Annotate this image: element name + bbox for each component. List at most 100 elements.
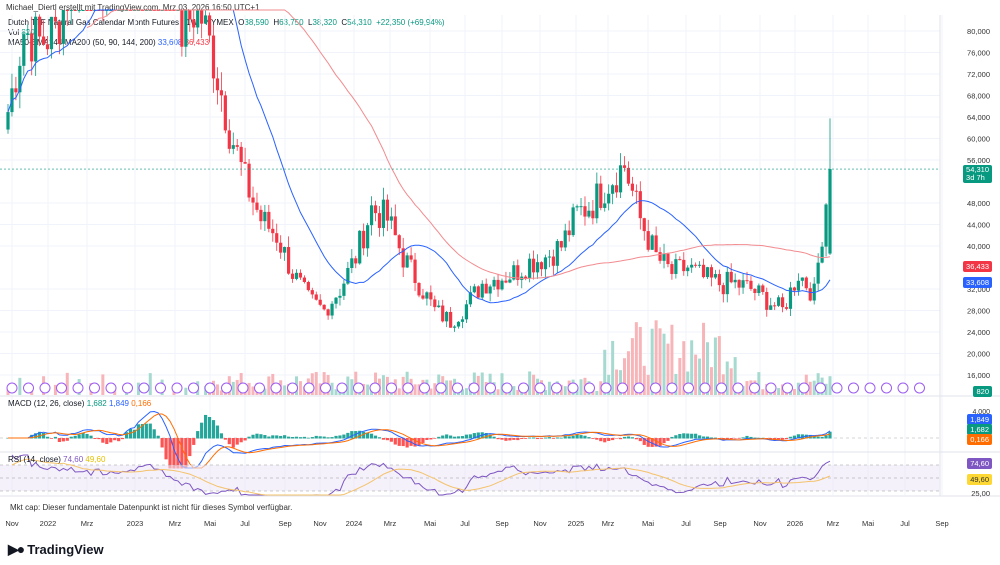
- candle: [314, 294, 318, 300]
- candle: [773, 305, 777, 307]
- event-marker-icon: [39, 382, 51, 394]
- macd-hist-bar: [559, 437, 563, 439]
- candle: [65, 10, 69, 11]
- volume-bar: [516, 389, 520, 395]
- price-tick: 72,000: [967, 70, 990, 79]
- macd-hist-bar: [184, 438, 188, 469]
- macd-v2: 1,849: [108, 399, 129, 408]
- event-marker-icon: [419, 382, 430, 394]
- macd-hist-bar: [263, 435, 267, 439]
- candle: [73, 10, 77, 11]
- price-chart[interactable]: 80,000 76,000 72,000 68,000 64,000 60,000 56,0…: [0, 0, 1000, 540]
- event-marker-icon: [699, 382, 711, 394]
- macd-hist-bar: [279, 435, 283, 439]
- candle: [322, 304, 326, 310]
- macd-hist-bar: [820, 436, 824, 439]
- volume-bar: [709, 367, 713, 395]
- candle: [591, 210, 595, 219]
- volume-bar: [690, 340, 694, 395]
- countdown: 3d 7h: [966, 173, 985, 182]
- candle: [614, 185, 619, 193]
- candle: [745, 280, 749, 282]
- candle: [705, 267, 710, 278]
- candle: [678, 259, 682, 261]
- macd-legend: MACD (12, 26, close) 1,682 1,849 0,166: [8, 399, 151, 408]
- candle: [302, 277, 306, 283]
- price-tick: 64,000: [967, 113, 990, 122]
- macd-hist-bar: [824, 435, 828, 439]
- macd-hist-bar: [57, 438, 61, 442]
- open-value: 38,590: [244, 18, 269, 27]
- macd-hist-bar: [231, 438, 235, 448]
- macd-hist-bar: [255, 433, 259, 439]
- event-marker-icon: [254, 382, 265, 394]
- macd-hist-bar: [528, 437, 532, 439]
- candle: [219, 90, 224, 96]
- volume-bar: [579, 379, 583, 395]
- candle: [413, 259, 417, 283]
- price-tick: 60,000: [967, 135, 990, 144]
- macd-hist-bar: [81, 432, 85, 439]
- low-label: L: [308, 18, 313, 27]
- candle: [267, 211, 271, 229]
- time-tick: Sep: [278, 519, 291, 528]
- candle: [45, 44, 50, 50]
- volume-bar: [136, 382, 140, 395]
- volume-bar: [777, 388, 781, 395]
- macd-hist-bar: [678, 433, 682, 439]
- candle: [393, 216, 397, 236]
- macd-hist-bar: [709, 437, 714, 439]
- macd-hist-bar: [377, 437, 382, 439]
- candle: [34, 16, 38, 62]
- candle: [405, 255, 409, 268]
- volume-bar: [638, 326, 642, 395]
- volume-bar: [792, 388, 796, 395]
- event-marker-icon: [6, 382, 18, 394]
- event-marker-icon: [353, 382, 364, 394]
- macd-hist-bar: [792, 435, 797, 439]
- candle: [69, 10, 73, 11]
- volume-bar: [496, 389, 500, 395]
- candle: [694, 264, 698, 266]
- event-marker-icon: [204, 382, 216, 394]
- volume-bar: [334, 389, 338, 395]
- macd-hist-bar: [512, 438, 516, 440]
- candle: [255, 202, 259, 210]
- macd-signal-tag: 0,166: [967, 434, 992, 445]
- volume-bar: [725, 361, 729, 395]
- macd-hist-bar: [413, 438, 417, 447]
- candle: [765, 291, 769, 310]
- candle: [788, 287, 793, 309]
- macd-hist-bar: [401, 438, 405, 447]
- macd-hist-bar: [196, 431, 200, 439]
- candle: [674, 259, 678, 274]
- macd-hist-bar: [449, 435, 453, 439]
- macd-hist-bar: [650, 438, 654, 447]
- candle: [251, 197, 255, 203]
- time-tick: Mai: [424, 519, 436, 528]
- candle: [259, 209, 263, 222]
- macd-hist-bar: [152, 429, 156, 439]
- macd-hist-bar: [117, 438, 121, 442]
- macd-hist-bar: [283, 435, 287, 439]
- time-tick: 2024: [346, 519, 363, 528]
- candle: [6, 112, 10, 130]
- event-marker-icon: [188, 382, 199, 394]
- macd-hist-bar: [49, 438, 54, 439]
- symbol-title[interactable]: Dutch TTF Natural Gas Calendar Month Fut…: [8, 18, 234, 27]
- event-marker-icon: [716, 382, 727, 394]
- macd-hist-bar: [211, 420, 216, 439]
- candle: [753, 288, 757, 294]
- macd-hist-bar: [45, 436, 50, 439]
- volume-bar: [733, 357, 737, 395]
- rsi-tag: 74,60: [967, 458, 992, 469]
- volume-bar: [219, 390, 223, 395]
- event-marker-icon: [138, 382, 150, 394]
- rsi-label: RSI (14, close): [8, 455, 61, 464]
- volume-bar: [381, 375, 385, 395]
- candle: [701, 264, 706, 278]
- macd-hist-bar: [267, 436, 271, 439]
- ma-blue-line: [7, 9, 831, 304]
- ma-blue-tag: 33,608: [963, 277, 992, 288]
- candle: [603, 203, 607, 208]
